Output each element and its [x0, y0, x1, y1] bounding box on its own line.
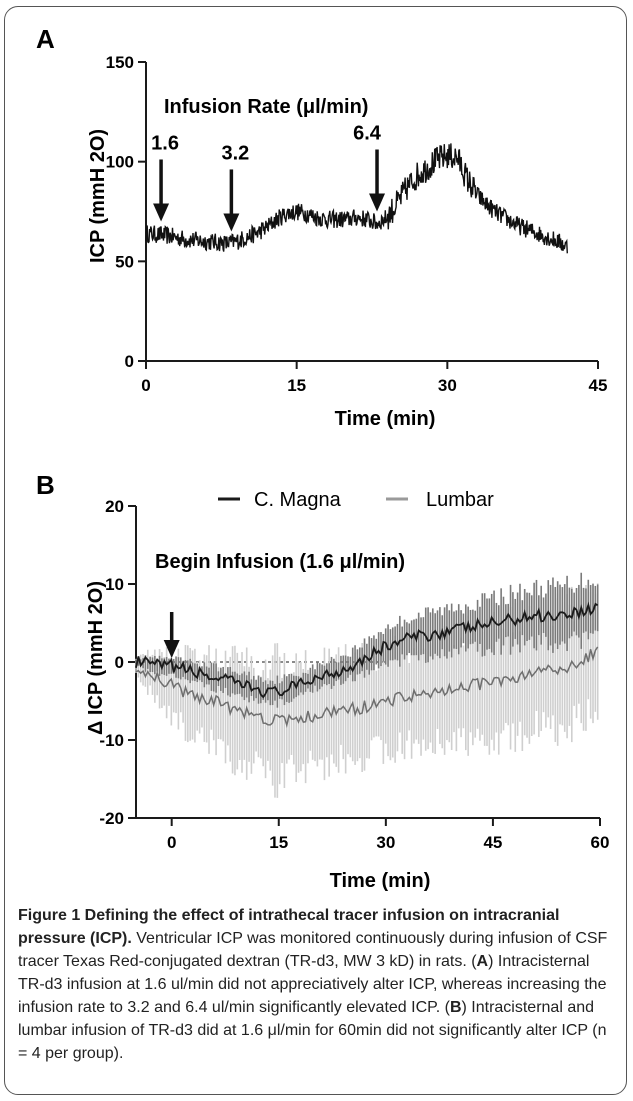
panel-a-annotation-title: Infusion Rate (μl/min): [164, 96, 368, 118]
panel-a-series-line: [145, 143, 568, 254]
panel-a-x-tick-label: 30: [438, 376, 457, 395]
panel-a-arrow-label: 6.4: [353, 123, 382, 145]
panel-b-letter: B: [36, 470, 55, 500]
panel-b-series-line-lumbar: [135, 646, 599, 728]
figure-caption: Figure 1 Defining the effect of intrathe…: [18, 904, 618, 1065]
panel-a-y-tick-label: 50: [115, 252, 134, 271]
caption-ref-a: A: [476, 953, 489, 970]
panel-b-y-tick-label: -20: [99, 809, 124, 828]
legend-label-c-magna: C. Magna: [254, 489, 342, 511]
panel-b-x-tick-label: 45: [483, 833, 502, 852]
panel-a-arrow-head: [223, 213, 240, 232]
panel-b-x-tick-label: 0: [167, 833, 176, 852]
panel-a-y-tick-label: 100: [106, 153, 134, 172]
panel-a-x-tick-label: 15: [287, 376, 306, 395]
panel-a-arrow-head: [153, 203, 170, 222]
panel-b-plot: -20 -10 0 10 20 0 15 30 45 60: [99, 497, 609, 852]
panel-a-arrow-head: [369, 193, 386, 212]
panel-b-arrow-head: [163, 640, 180, 658]
figure-frame: [4, 6, 627, 1095]
caption-title: Figure 1 Defining the effect of intrathe…: [18, 907, 560, 947]
panel-b-x-tick-label: 15: [269, 833, 288, 852]
panel-a-arrow-label: 3.2: [221, 142, 249, 164]
panel-b-xlabel: Time (min): [330, 870, 431, 892]
caption-body-2: ) Intracisternal TR-d3 infusion at 1.6 u…: [18, 953, 607, 1016]
panel-b-y-tick-label: 10: [105, 575, 124, 594]
panel-b-annotation-title: Begin Infusion (1.6 μl/min): [155, 551, 405, 573]
panel-a-y-tick-label: 0: [125, 352, 134, 371]
panel-b-ylabel: Δ ICP (mmH 2O): [85, 581, 107, 735]
panel-a-arrow-label: 1.6: [151, 132, 179, 154]
panel-a-x-tick-label: 0: [141, 376, 150, 395]
panel-b-chart: B Δ ICP (mmH 2O) Time (min) Begin Infusi…: [36, 470, 609, 892]
panel-b-y-tick-label: 0: [115, 653, 124, 672]
caption-body-1: Ventricular ICP was monitored continuous…: [18, 930, 608, 970]
panel-a-chart: A ICP (mmH 2O) Time (min) Infusion Rate …: [36, 24, 608, 430]
caption-body-3: ) Intracisternal and lumbar infusion of …: [18, 999, 607, 1062]
panel-a-plot: 0 50 100 150 0 15 30 45 1.6 3.2 6.4: [106, 53, 608, 395]
panel-b-y-tick-label: -10: [99, 731, 124, 750]
panel-b-x-tick-label: 60: [591, 833, 610, 852]
panel-a-y-tick-label: 150: [106, 53, 134, 72]
panel-b-legend: C. Magna Lumbar: [218, 489, 494, 511]
panel-b-y-tick-label: 20: [105, 497, 124, 516]
legend-label-lumbar: Lumbar: [426, 489, 494, 511]
panel-a-ylabel: ICP (mmH 2O): [87, 129, 109, 263]
panel-a-x-tick-label: 45: [589, 376, 608, 395]
panel-b-series-line-c-magna: [135, 601, 599, 699]
caption-ref-b: B: [449, 999, 462, 1016]
panel-a-letter: A: [36, 24, 55, 54]
panel-a-xlabel: Time (min): [335, 408, 436, 430]
panel-b-x-tick-label: 30: [376, 833, 395, 852]
